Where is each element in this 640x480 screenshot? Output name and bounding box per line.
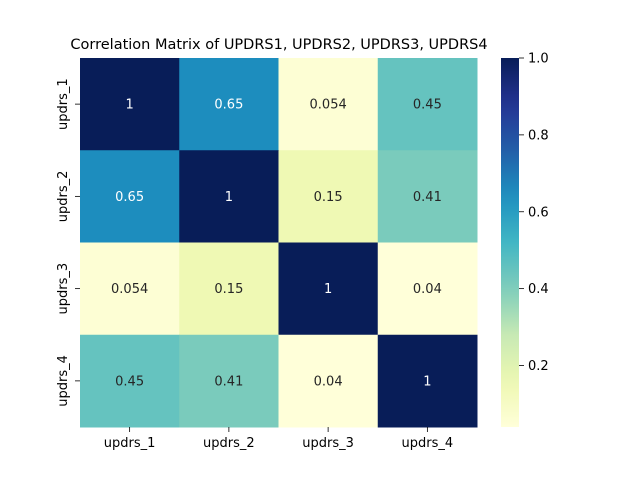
cell-label: 0.41 — [214, 374, 243, 389]
y-tick-label: updrs_3 — [56, 263, 71, 315]
x-axis: updrs_1 updrs_2 updrs_3 updrs_4 — [104, 427, 453, 451]
heatmap-cell — [377, 334, 478, 428]
heatmap-cell — [80, 242, 180, 336]
colorbar: 0.2 0.4 0.6 0.8 1.0 — [501, 52, 549, 427]
cell-label: 0.04 — [413, 282, 442, 297]
heatmap-cell — [80, 150, 180, 243]
cell-label: 1 — [225, 190, 233, 205]
heatmap-cell — [377, 150, 478, 243]
heatmap-cell — [179, 58, 279, 151]
cell-label: 1 — [324, 282, 332, 297]
cell-label: 0.45 — [413, 98, 442, 113]
colorbar-tick-label: 0.8 — [528, 128, 549, 143]
cell-annotations: 1 0.65 0.054 0.45 0.65 1 0.15 0.41 0.054 0.15 1 0.0… — [111, 98, 442, 390]
cell-label: 1 — [125, 98, 133, 113]
heatmap-cell — [80, 58, 180, 151]
cell-label: 0.45 — [115, 374, 144, 389]
y-tick-label: updrs_4 — [56, 355, 71, 407]
x-tick-label: updrs_2 — [203, 436, 255, 451]
heatmap-cell — [80, 334, 180, 428]
heatmap-cell — [377, 58, 478, 151]
cell-label: 0.054 — [310, 98, 347, 113]
heatmap-cell — [179, 242, 279, 336]
y-tick-label: updrs_2 — [56, 171, 71, 223]
cell-label: 1 — [423, 374, 431, 389]
colorbar-tick-label: 0.6 — [528, 205, 549, 220]
x-tick-label: updrs_3 — [302, 436, 354, 451]
cell-label: 0.65 — [214, 98, 243, 113]
cell-label: 0.41 — [413, 190, 442, 205]
heatmap-cell — [278, 334, 379, 428]
cell-label: 0.15 — [214, 282, 243, 297]
heatmap-cells — [80, 58, 478, 428]
cell-label: 0.65 — [115, 190, 144, 205]
heatmap-cell — [278, 58, 379, 151]
cell-label: 0.15 — [314, 190, 343, 205]
heatmap-cell — [179, 334, 279, 428]
cell-label: 0.04 — [314, 374, 343, 389]
heatmap-cell — [278, 242, 379, 336]
x-tick-label: updrs_4 — [402, 436, 454, 451]
y-tick-label: updrs_1 — [56, 78, 71, 130]
heatmap-cell — [179, 150, 279, 243]
heatmap-cell — [377, 242, 478, 336]
cell-label: 0.054 — [111, 282, 148, 297]
colorbar-tick-label: 1.0 — [528, 52, 549, 67]
heatmap-cell — [278, 150, 379, 243]
y-axis: updrs_1 updrs_2 updrs_3 updrs_4 — [56, 78, 80, 407]
chart-title: Correlation Matrix of UPDRS1, UPDRS2, UP… — [70, 37, 487, 53]
x-tick-label: updrs_1 — [104, 436, 156, 451]
colorbar-gradient — [501, 58, 519, 427]
colorbar-tick-label: 0.2 — [528, 359, 549, 374]
colorbar-tick-label: 0.4 — [528, 282, 549, 297]
